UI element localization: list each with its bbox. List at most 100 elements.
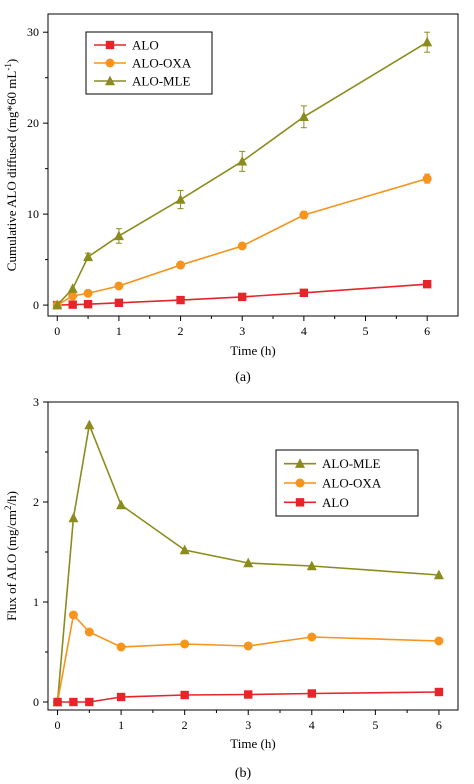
y-axis-title-close: ) xyxy=(4,59,19,63)
series-alo xyxy=(53,279,432,310)
data-point xyxy=(116,692,126,702)
x-tick-label: 0 xyxy=(55,718,61,732)
y-tick-label: 3 xyxy=(33,395,39,409)
x-axis-title: Time (h) xyxy=(230,343,275,358)
data-point xyxy=(422,279,432,289)
data-point xyxy=(243,641,253,651)
data-point xyxy=(84,627,94,637)
x-tick-label: 3 xyxy=(239,324,245,338)
y-axis-title-sup: 2 xyxy=(3,506,13,511)
y-tick-label: 20 xyxy=(27,116,39,130)
data-point xyxy=(52,299,63,310)
data-point xyxy=(175,194,186,204)
data-point xyxy=(68,291,78,301)
legend-marker xyxy=(295,498,305,507)
legend-label: ALO-MLE xyxy=(132,74,191,89)
data-point xyxy=(116,499,127,510)
data-point xyxy=(176,295,185,305)
legend-label: ALO xyxy=(322,495,349,510)
legend-marker xyxy=(295,478,305,488)
data-point xyxy=(307,689,316,698)
legend-marker xyxy=(295,458,305,468)
x-tick-label: 3 xyxy=(245,718,251,732)
data-point xyxy=(237,241,247,251)
y-axis-title-sup: -1 xyxy=(3,63,13,71)
data-point xyxy=(238,292,247,302)
x-tick-label: 6 xyxy=(424,324,430,338)
y-axis-title: Cumulative ALO diffused (mg*60 mL-1) xyxy=(3,59,19,271)
data-point xyxy=(180,690,189,700)
data-point xyxy=(434,636,444,646)
series-alo-mle xyxy=(52,31,433,310)
legend-label: ALO xyxy=(132,38,159,53)
data-point xyxy=(68,300,77,309)
y-axis-title-main: Cumulative ALO diffused (mg*60 mL xyxy=(4,71,19,272)
y-tick-label: 0 xyxy=(33,298,39,312)
x-tick-label: 5 xyxy=(372,718,378,732)
panel-caption: (b) xyxy=(235,766,252,781)
data-point xyxy=(176,260,186,270)
series-line xyxy=(56,41,428,306)
series-line xyxy=(56,613,439,703)
data-point xyxy=(298,111,309,121)
y-axis-title-main: Flux of ALO (mg/cm xyxy=(4,510,19,621)
data-point xyxy=(67,283,78,293)
legend-label: ALO-OXA xyxy=(322,476,382,491)
data-point xyxy=(434,687,444,697)
legend: ALO ALO-OXA ALO-MLE xyxy=(85,31,213,95)
data-point xyxy=(299,288,309,298)
data-point xyxy=(180,639,190,649)
data-point xyxy=(85,697,94,707)
x-tick-label: 1 xyxy=(116,324,122,338)
plot-frame xyxy=(47,13,459,317)
data-point xyxy=(113,230,124,241)
legend-marker xyxy=(105,75,115,86)
legend-label: ALO-MLE xyxy=(322,456,381,471)
chart-panel-a: 0 1 2 3 4 5 6 0 10 20 30 Time (h) Cumulative ALO dif… xyxy=(3,13,459,385)
data-point xyxy=(53,697,62,707)
y-axis-title-close: /h) xyxy=(4,491,19,505)
y-tick-label: 1 xyxy=(33,595,39,609)
data-point xyxy=(83,251,94,262)
data-point xyxy=(116,642,126,652)
data-point xyxy=(69,697,78,707)
legend-marker xyxy=(105,58,115,68)
data-point xyxy=(422,36,433,47)
x-tick-label: 4 xyxy=(309,718,315,732)
data-point xyxy=(68,512,79,523)
data-point xyxy=(237,155,248,166)
x-tick-label: 0 xyxy=(54,324,60,338)
data-point xyxy=(243,557,254,568)
data-point xyxy=(307,632,317,642)
legend-marker xyxy=(105,40,115,50)
x-axis-title: Time (h) xyxy=(230,736,275,751)
legend-label: ALO-OXA xyxy=(132,56,192,71)
panel-caption: (a) xyxy=(235,370,251,385)
y-tick-label: 10 xyxy=(27,207,39,221)
series-line xyxy=(56,422,439,703)
data-point xyxy=(422,174,432,184)
data-point xyxy=(83,288,93,298)
x-tick-label: 5 xyxy=(363,324,369,338)
x-tick-label: 2 xyxy=(182,718,188,732)
data-point xyxy=(306,560,317,571)
data-point xyxy=(244,690,253,699)
data-point xyxy=(83,299,93,309)
x-tick-label: 1 xyxy=(118,718,124,732)
data-point xyxy=(114,281,124,291)
legend: ALO-MLE ALO-OXA ALO xyxy=(275,449,419,517)
data-point xyxy=(433,569,444,580)
series-alo xyxy=(53,687,444,707)
y-tick-label: 30 xyxy=(27,25,39,39)
x-tick-label: 6 xyxy=(436,718,442,732)
data-point xyxy=(84,419,95,430)
plot-frame xyxy=(47,401,459,711)
data-point xyxy=(299,210,309,220)
data-point xyxy=(114,298,124,308)
x-tick-label: 4 xyxy=(301,324,307,338)
data-point xyxy=(179,544,190,555)
y-tick-label: 0 xyxy=(33,695,39,709)
y-tick-label: 2 xyxy=(33,495,39,509)
x-tick-label: 2 xyxy=(178,324,184,338)
